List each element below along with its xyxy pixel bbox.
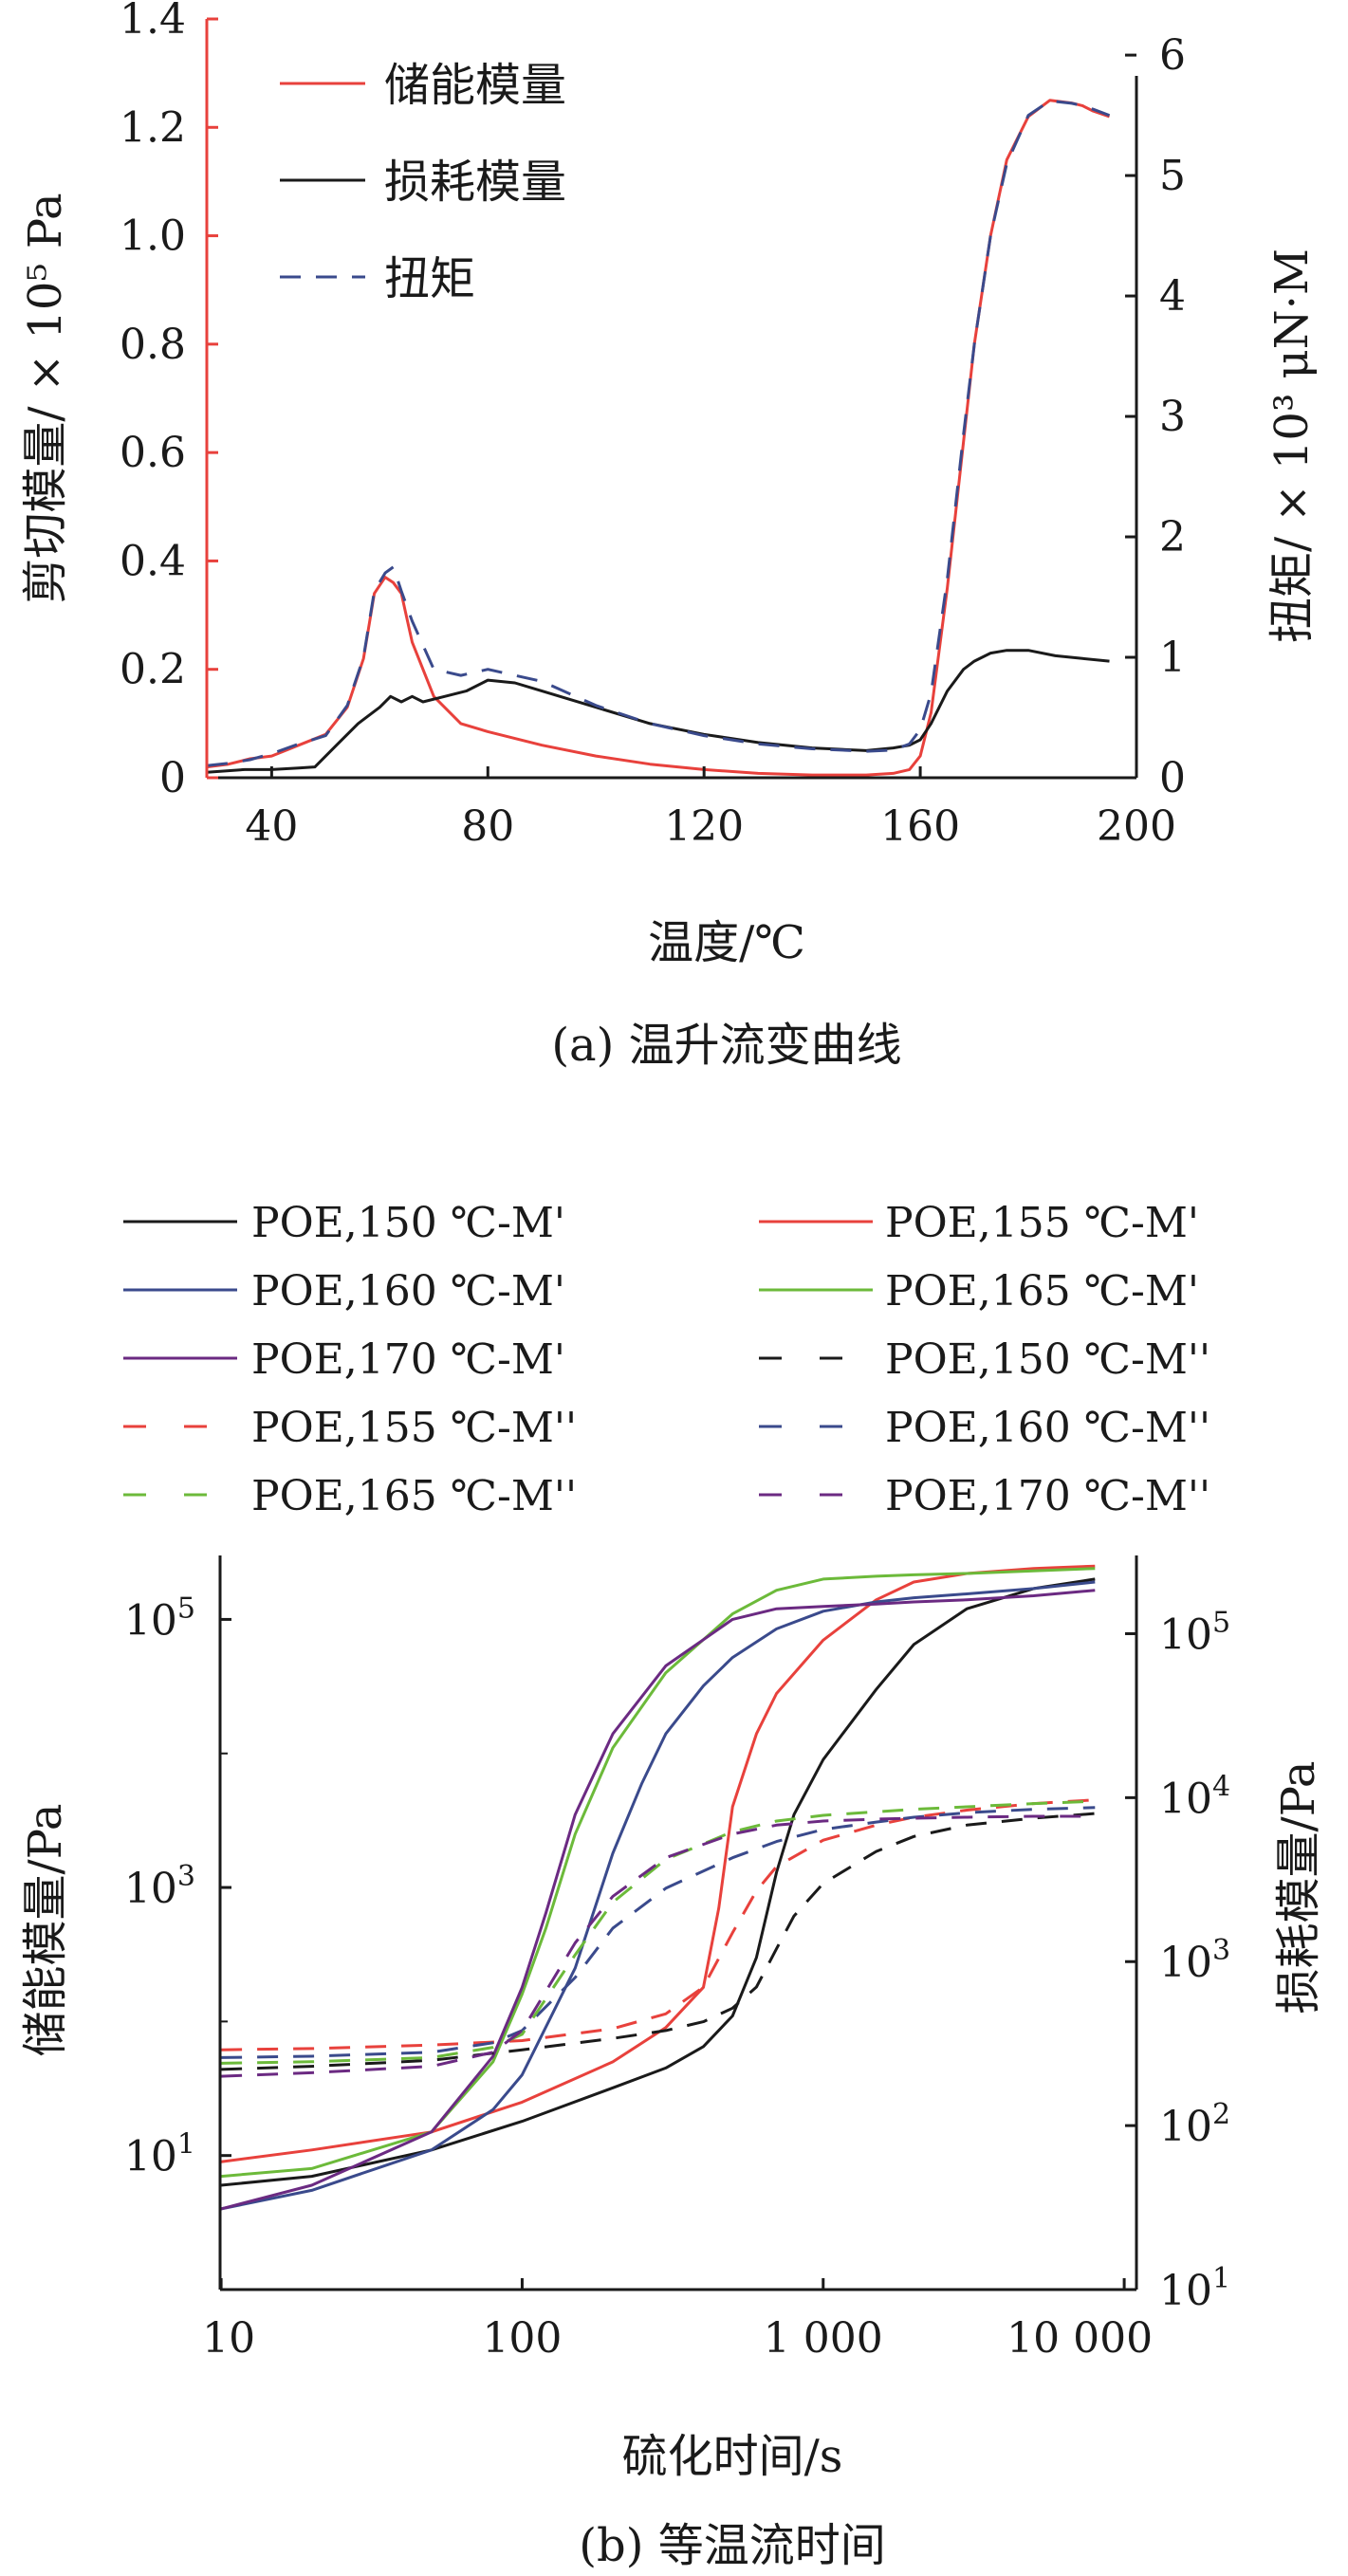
panel-a-ticks: 40 80 120 160 20000.20.40.60.81.01.21.401234…: [120, 0, 1186, 851]
panel-a-right-tick-label-5: 5: [1159, 152, 1186, 200]
panel-a-right-axis-label: 扭矩/ × 10³ μN·M: [1265, 248, 1319, 643]
panel-a-x-tick-label-120: 120: [664, 802, 744, 851]
panel-b-right-tick-label-3: 104: [1159, 1770, 1230, 1823]
panel-a-left-tick-label-1-2: 1.2: [120, 103, 186, 152]
panel-b-series-line-2: [220, 1580, 1096, 2211]
panel-b-caption: (b) 等温流时间: [579, 2519, 885, 2572]
legend-label-155-m1: POE,155 ℃-M': [885, 1199, 1199, 1247]
panel-b-right-axis-label: 损耗模量/Pa: [1272, 1761, 1325, 2015]
panel-b-series-line-6: [221, 1798, 1096, 2052]
panel-b-x-tick-label-1-000: 1 000: [764, 2314, 883, 2363]
panel-b-series-line-5: [221, 1812, 1096, 2071]
panel-a-left-tick-label-1-0: 1.0: [120, 212, 186, 261]
panel-b-x-axis-label: 硫化时间/s: [622, 2430, 843, 2483]
panel-a-right-tick-label-2: 2: [1159, 513, 1186, 561]
legend-label-165-m1: POE,165 ℃-M': [885, 1267, 1199, 1316]
panel-a-x-tick-label-80: 80: [461, 802, 514, 851]
panel-a-left-tick-label-0-8: 0.8: [120, 321, 186, 369]
panel-a-left-tick-label-0-6: 0.6: [120, 429, 186, 477]
legend-label-150-m1: POE,150 ℃-M': [251, 1199, 565, 1247]
panel-a-left-tick-label-0-2: 0.2: [120, 646, 186, 694]
legend-label-torque: 扭矩: [384, 252, 475, 305]
panel-b-right-tick-label-4: 105: [1159, 1606, 1230, 1659]
panel-b-legend: POE,150 ℃-M' POE,155 ℃-M' POE,160 ℃-M' P…: [123, 1199, 1210, 1520]
panel-b-series: [220, 1564, 1096, 2211]
legend-label-170-m1: POE,170 ℃-M': [251, 1335, 565, 1384]
panel-b-series-line-9: [221, 1814, 1096, 2078]
legend-label-storage-modulus: 储能模量: [384, 59, 566, 112]
legend-label-loss-modulus: 损耗模量: [384, 156, 566, 209]
panel-a-left-tick-label-0: 0: [159, 754, 186, 802]
panel-b-left-tick-label-2: 105: [124, 1592, 195, 1645]
panel-b-x-tick-label-100: 100: [482, 2314, 562, 2363]
panel-b-left-axis-label: 储能模量/Pa: [19, 1804, 72, 2057]
panel-a-right-tick-label-3: 3: [1159, 393, 1186, 441]
legend-label-160-m2: POE,160 ℃-M'': [885, 1404, 1210, 1452]
panel-b-right-tick-label-1: 102: [1159, 2098, 1230, 2151]
panel-b-left-tick-label-1: 103: [124, 1860, 195, 1913]
legend-label-165-m2: POE,165 ℃-M'': [251, 1472, 577, 1520]
panel-b-series-line-4: [220, 1589, 1096, 2211]
panel-b-series-line-0: [220, 1577, 1096, 2187]
panel-b-left-tick-label-0: 101: [124, 2128, 195, 2181]
panel-b-series-line-8: [221, 1799, 1096, 2065]
panel-a-caption: (a) 温升流变曲线: [551, 1019, 901, 1072]
panel-a-x-axis-label: 温度/℃: [648, 916, 805, 969]
panel-a-left-axis-label: 剪切模量/ × 10⁵ Pa: [19, 193, 72, 603]
panel-b-right-tick-label-0: 101: [1159, 2262, 1230, 2315]
panel-a-left-tick-label-1-4: 1.4: [120, 0, 186, 44]
panel-b-series-line-7: [221, 1806, 1096, 2059]
panel-a-series-line-0: [206, 99, 1110, 777]
panel-a-x-tick-label-160: 160: [880, 802, 960, 851]
panel-a-series: [206, 99, 1111, 777]
panel-a-right-tick-label-1: 1: [1159, 634, 1186, 682]
legend-label-160-m1: POE,160 ℃-M': [251, 1267, 565, 1316]
panel-a-right-tick-label-4: 4: [1159, 272, 1186, 321]
panel-a-left-tick-label-0-4: 0.4: [120, 537, 186, 585]
panel-a-legend: 储能模量 损耗模量 扭矩: [280, 59, 566, 305]
panel-a-right-tick-label-0: 0: [1159, 754, 1186, 802]
panel-a-x-tick-label-40: 40: [245, 802, 298, 851]
panel-b-isothermal-time: POE,150 ℃-M' POE,155 ℃-M' POE,160 ℃-M' P…: [19, 1199, 1325, 2572]
panel-a-temperature-rheology: 40 80 120 160 20000.20.40.60.81.01.21.401234…: [19, 0, 1319, 1072]
panel-b-series-line-1: [220, 1564, 1096, 2163]
panel-b-series-line-3: [220, 1567, 1096, 2179]
legend-label-170-m2: POE,170 ℃-M'': [885, 1472, 1210, 1520]
panel-a-right-tick-label-6: 6: [1159, 31, 1186, 80]
legend-label-155-m2: POE,155 ℃-M'': [251, 1404, 577, 1452]
panel-b-x-tick-label-10: 10: [202, 2314, 255, 2363]
legend-label-150-m2: POE,150 ℃-M'': [885, 1335, 1210, 1384]
panel-a-x-tick-label-200: 200: [1097, 802, 1176, 851]
panel-b-x-tick-label-10-000: 10 000: [1006, 2314, 1153, 2363]
panel-b-right-tick-label-2: 103: [1159, 1934, 1230, 1987]
panel-a-series-line-2: [206, 99, 1111, 767]
